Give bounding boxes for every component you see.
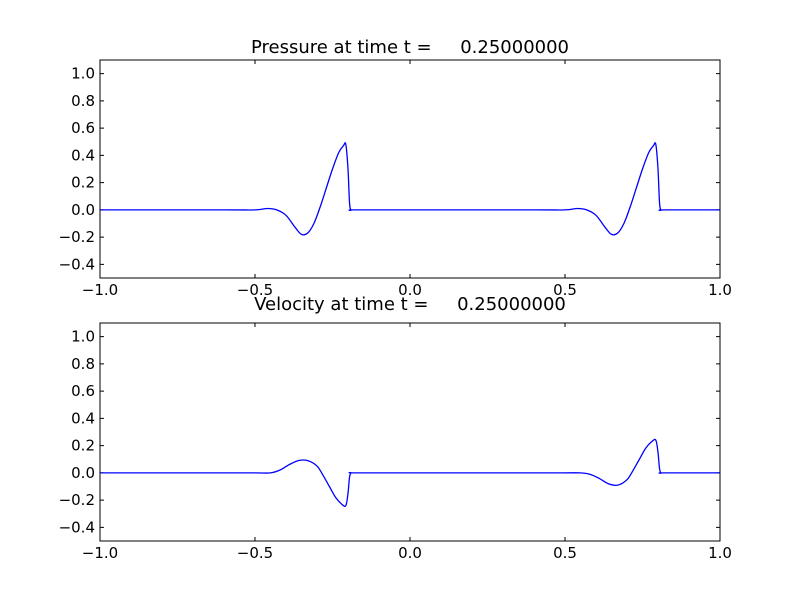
velocity-ytick-label: 0.8 <box>71 355 95 373</box>
pressure-xtick-label: −0.5 <box>237 281 273 299</box>
velocity-xtick-label: −1.0 <box>82 544 118 562</box>
pressure-xtick-label: 0.0 <box>398 281 422 299</box>
velocity-ytick-label: −0.2 <box>59 491 95 509</box>
velocity-xtick-label: 0.5 <box>553 544 577 562</box>
pressure-ytick-label: 1.0 <box>71 65 95 83</box>
velocity-xtick-label: −0.5 <box>237 544 273 562</box>
pressure-xtick-label: 0.5 <box>553 281 577 299</box>
velocity-xtick-label: 1.0 <box>708 544 732 562</box>
pressure-ytick-label: 0.2 <box>71 174 95 192</box>
pressure-subplot: Pressure at time t = 0.25000000 −1.0 −0.5… <box>59 37 732 299</box>
velocity-ytick-label: −0.4 <box>59 518 95 536</box>
velocity-subplot: Velocity at time t = 0.25000000 −1.0 −0.5… <box>59 294 732 562</box>
pressure-title: Pressure at time t = 0.25000000 <box>251 37 569 58</box>
velocity-title: Velocity at time t = 0.25000000 <box>254 294 566 315</box>
pressure-ytick-label: 0.4 <box>71 146 95 164</box>
pressure-series-line <box>100 142 720 236</box>
velocity-axes-ticks: −1.0 −0.5 0.0 0.5 1.0 −0.4 −0.2 0.0 0.2 0.4 0.6 0.8… <box>59 323 732 562</box>
pressure-axes-frame <box>99 59 721 279</box>
pressure-axes-ticks: −1.0 −0.5 0.0 0.5 1.0 −0.4 −0.2 0.0 0.2 0.4 0.6 0.8… <box>59 60 732 299</box>
velocity-ytick-label: 0.0 <box>71 464 95 482</box>
pressure-ytick-label: 0.0 <box>71 201 95 219</box>
velocity-axes-frame <box>99 322 721 542</box>
velocity-ytick-label: 1.0 <box>71 328 95 346</box>
velocity-ytick-label: 0.4 <box>71 409 95 427</box>
pressure-ytick-label: 0.6 <box>71 119 95 137</box>
velocity-ytick-label: 0.6 <box>71 382 95 400</box>
pressure-ytick-label: −0.2 <box>59 228 95 246</box>
velocity-series-line <box>100 438 720 507</box>
velocity-ytick-label: 0.2 <box>71 437 95 455</box>
pressure-xtick-label: 1.0 <box>708 281 732 299</box>
pressure-xtick-label: −1.0 <box>82 281 118 299</box>
pressure-ytick-label: −0.4 <box>59 255 95 273</box>
velocity-xtick-label: 0.0 <box>398 544 422 562</box>
pressure-ytick-label: 0.8 <box>71 92 95 110</box>
